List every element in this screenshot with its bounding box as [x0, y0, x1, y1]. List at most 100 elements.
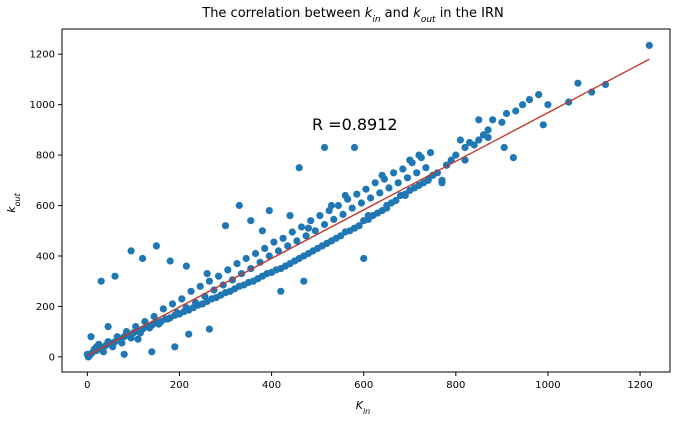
plot-area — [83, 41, 653, 361]
scatter-point — [452, 151, 460, 159]
scatter-point — [118, 339, 126, 347]
correlation-annotation: R =0.8912 — [312, 115, 398, 134]
scatter-point — [519, 101, 527, 109]
scatter-point — [426, 149, 435, 157]
scatter-point — [341, 191, 349, 200]
scatter-point — [215, 272, 223, 280]
scatter-point — [302, 232, 310, 240]
scatter-point — [502, 109, 511, 118]
scatter-point — [148, 348, 156, 356]
title-part: The correlation between — [201, 6, 365, 21]
scatter-point — [99, 348, 108, 356]
scatter-point — [141, 318, 149, 326]
scatter-point — [155, 320, 163, 328]
scatter-point — [251, 249, 260, 258]
scatter-point — [401, 191, 409, 200]
scatter-point — [378, 171, 386, 179]
scatter-point — [187, 287, 195, 295]
scatter-point — [406, 156, 414, 164]
scatter-point — [83, 350, 91, 358]
scatter-point — [438, 179, 446, 187]
scatter-point — [415, 151, 423, 159]
scatter-point — [233, 260, 241, 268]
scatter-point — [339, 210, 347, 218]
y-axis-label: kout — [5, 192, 22, 212]
scatter-point — [168, 300, 177, 308]
scatter-point — [274, 247, 283, 255]
scatter-point — [171, 343, 179, 351]
title-part: in the IRN — [436, 6, 504, 21]
x-axis-label: Kin — [356, 399, 371, 416]
scatter-point — [145, 324, 154, 332]
scatter-point — [316, 212, 324, 220]
scatter-point — [334, 201, 342, 210]
scatter-point — [327, 201, 336, 210]
scatter-point — [447, 156, 455, 164]
scatter-point — [413, 169, 421, 177]
scatter-point — [221, 222, 230, 230]
scatter-point — [139, 254, 147, 263]
scatter-point — [258, 227, 266, 235]
scatter-point — [330, 215, 338, 223]
scatter-point — [120, 350, 128, 358]
x-tick-label: 200 — [170, 380, 189, 391]
scatter-point — [371, 179, 379, 187]
regression-line — [87, 58, 650, 357]
scatter-point — [235, 201, 243, 210]
scatter-point — [97, 277, 105, 285]
scatter-point — [376, 189, 384, 197]
scatter-point — [362, 185, 370, 193]
y-tick-label: 1200 — [30, 50, 55, 61]
scatter-point — [535, 91, 543, 99]
scatter-point — [182, 262, 190, 270]
scatter-point — [307, 217, 315, 225]
scatter-point — [127, 334, 135, 342]
scatter-point — [261, 244, 269, 252]
chart-title: The correlation between kin and kout in … — [201, 6, 504, 25]
scatter-point — [242, 254, 250, 263]
scatter-point — [424, 176, 432, 184]
scatter-point — [300, 277, 308, 285]
title-part: k — [365, 6, 373, 21]
x-tick-label: 1000 — [535, 380, 560, 391]
scatter-point — [293, 237, 301, 245]
scatter-point — [539, 121, 547, 129]
scatter-point — [192, 299, 200, 307]
scatter-point — [265, 252, 273, 260]
scatter-point — [288, 228, 296, 236]
scatter-point — [166, 257, 174, 265]
scatter-point — [182, 304, 190, 312]
scatter-point — [498, 118, 506, 126]
scatter-point — [320, 220, 329, 229]
scatter-point — [295, 164, 303, 172]
scatter-point — [265, 207, 273, 215]
scatter-point — [247, 217, 255, 225]
scatter-point — [320, 143, 329, 152]
scatter-point — [111, 272, 119, 280]
scatter-point — [173, 309, 181, 317]
scatter-point — [159, 305, 167, 313]
y-tick-label: 600 — [36, 201, 55, 212]
scatter-point — [104, 323, 112, 331]
y-tick-label: 200 — [36, 302, 55, 313]
scatter-point — [205, 325, 213, 333]
scatter-point — [277, 287, 285, 295]
x-tick-label: 400 — [262, 380, 281, 391]
scatter-point — [399, 165, 407, 173]
scatter-point — [466, 138, 474, 147]
scatter-point — [461, 156, 469, 164]
scatter-point — [205, 277, 213, 285]
scatter-point — [185, 330, 193, 338]
scatter-point — [150, 312, 158, 321]
scatter-point — [270, 238, 278, 246]
scatter-point — [360, 217, 368, 225]
scatter-point — [484, 126, 492, 134]
scatter-point — [390, 169, 398, 177]
scatter-point — [297, 223, 306, 231]
scatter-point — [364, 212, 372, 220]
title-part: k — [413, 6, 421, 21]
scatter-point — [304, 224, 312, 232]
scatter-point — [224, 266, 232, 274]
x-tick-label: 1200 — [627, 380, 652, 391]
